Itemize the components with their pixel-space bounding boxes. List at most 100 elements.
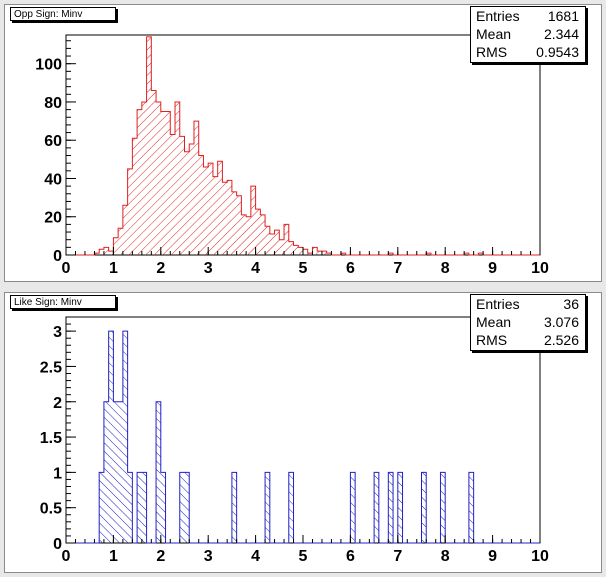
y-tick-label: 0 — [53, 536, 62, 553]
stat-mean-row: Mean 2.344 — [471, 25, 585, 43]
stat-entries-label: Entries — [476, 296, 520, 312]
histogram-bar — [179, 472, 185, 543]
histogram-bar — [440, 472, 446, 543]
histogram-bar — [193, 121, 199, 255]
histogram-bar — [326, 253, 332, 255]
y-tick-label: 20 — [44, 210, 62, 227]
stat-rms-value: 0.9543 — [536, 44, 579, 60]
y-tick-label: 0.5 — [40, 501, 62, 518]
histogram-bar — [312, 247, 318, 255]
histogram-bar — [103, 401, 109, 543]
histogram-bar — [208, 163, 213, 255]
histogram-bar — [99, 472, 104, 543]
histogram-bar — [160, 472, 166, 543]
y-tick-label: 3 — [53, 324, 62, 341]
histogram-bar — [141, 101, 147, 256]
histogram-bar — [231, 191, 237, 255]
histogram-bar — [132, 138, 138, 255]
x-tick-label: 8 — [441, 260, 450, 277]
histogram-bar — [397, 472, 403, 543]
histogram-bar — [122, 331, 128, 543]
stat-mean-label: Mean — [476, 26, 512, 42]
histogram-bar — [184, 151, 190, 255]
stat-rms-label: RMS — [476, 332, 508, 348]
histogram-bar — [127, 472, 133, 543]
x-tick-label: 5 — [299, 260, 308, 277]
histogram-bar — [298, 247, 303, 255]
histogram-bar — [255, 209, 261, 255]
histogram-outline — [66, 330, 540, 544]
stat-rms-row: RMS 2.526 — [471, 331, 585, 349]
histogram-bar — [156, 401, 161, 543]
x-tick-label: 8 — [441, 548, 450, 565]
histogram-bar — [464, 253, 469, 255]
histogram-bar — [284, 224, 289, 255]
x-tick-label: 2 — [156, 260, 165, 277]
stat-mean-label: Mean — [476, 314, 512, 330]
histogram-bar — [350, 472, 356, 543]
histogram-bar — [151, 90, 157, 255]
stat-entries-label: Entries — [476, 8, 520, 24]
x-tick-label: 2 — [156, 548, 165, 565]
x-tick-label: 7 — [393, 260, 402, 277]
histogram-bar — [146, 36, 152, 256]
histogram-bar — [113, 401, 119, 543]
title-box-opp-sign: Opp Sign: Minv — [10, 7, 116, 21]
histogram-bar — [307, 253, 313, 255]
histogram-bar — [122, 205, 128, 255]
histogram-bar — [468, 472, 474, 543]
histogram-bar — [137, 472, 142, 543]
histogram-bar — [170, 134, 176, 255]
stat-rms-value: 2.526 — [543, 332, 579, 348]
histogram-bar — [388, 472, 394, 543]
histogram-bar — [165, 111, 171, 256]
histogram-bar — [141, 472, 147, 543]
y-tick-label: 40 — [44, 171, 62, 188]
histogram-bar — [274, 230, 280, 255]
y-tick-label: 2.5 — [40, 359, 62, 376]
histogram-bar — [260, 214, 266, 255]
histogram-bar — [265, 472, 270, 543]
histogram-bar — [113, 237, 119, 255]
histogram-bar — [241, 214, 247, 255]
histogram-bar — [388, 253, 394, 255]
x-tick-label: 1 — [109, 260, 118, 277]
histogram-bar — [222, 182, 228, 255]
histogram-bar — [236, 195, 242, 255]
histogram-bar — [198, 155, 204, 255]
y-tick-label: 100 — [35, 57, 62, 74]
histogram-bar — [317, 251, 322, 255]
x-tick-label: 9 — [488, 260, 497, 277]
x-tick-label: 1 — [109, 548, 118, 565]
histogram-bar — [227, 180, 232, 255]
x-tick-label: 4 — [251, 260, 260, 277]
stats-box-opp-sign: Entries 1681 Mean 2.344 RMS 0.9543 — [470, 6, 586, 63]
x-tick-label: 9 — [488, 548, 497, 565]
x-tick-label: 3 — [204, 260, 213, 277]
y-tick-label: 1 — [53, 465, 62, 482]
stat-rms-label: RMS — [476, 44, 508, 60]
x-tick-label: 10 — [531, 260, 549, 277]
histogram-bar — [118, 228, 123, 255]
histogram-bar — [279, 239, 285, 255]
y-tick-label: 2 — [53, 395, 62, 412]
y-tick-label: 1.5 — [40, 430, 62, 447]
x-tick-label: 3 — [204, 548, 213, 565]
stats-box-like-sign: Entries 36 Mean 3.076 RMS 2.526 — [470, 294, 586, 351]
stat-mean-value: 2.344 — [543, 26, 579, 42]
histogram-bar — [293, 245, 299, 255]
histogram-bar — [103, 247, 109, 255]
histogram-outline — [66, 36, 540, 256]
histogram-bar — [108, 251, 114, 255]
histogram-bar — [99, 249, 104, 255]
y-tick-label: 60 — [44, 133, 62, 150]
histogram-bar — [179, 136, 185, 255]
histogram-bar — [160, 111, 166, 256]
x-tick-label: 0 — [62, 548, 71, 565]
stat-mean-value: 3.076 — [543, 314, 579, 330]
histogram-bar — [340, 253, 346, 255]
histogram-bar — [265, 226, 270, 255]
histogram-bar — [426, 253, 431, 255]
histogram-bar — [189, 144, 194, 255]
histogram-bar — [250, 186, 256, 255]
